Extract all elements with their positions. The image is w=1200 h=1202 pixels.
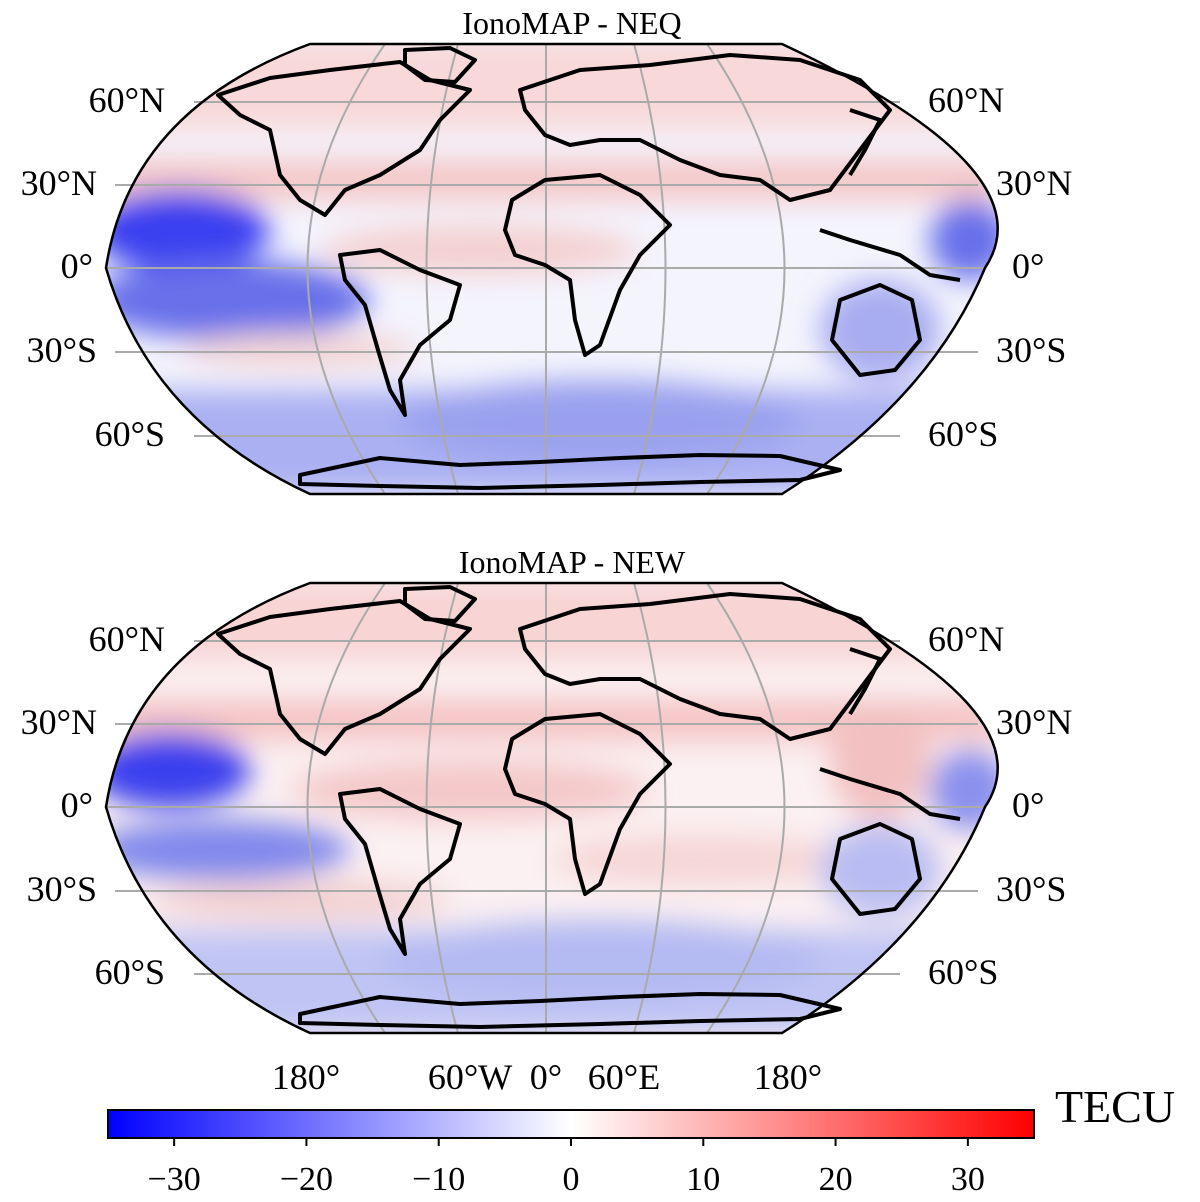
colorbar-tick-label: 20 xyxy=(819,1161,853,1198)
colorbar-unit: TECU xyxy=(1055,1081,1175,1132)
colorbar-tick-label: 10 xyxy=(686,1161,720,1198)
lat-labels-right-neq: 60°N 30°N 0° 30°S 60°S xyxy=(928,80,1072,454)
lat-label: 30°N xyxy=(21,702,97,742)
colorbar: TECU −30 −20 −10 0 10 20 30 xyxy=(107,1081,1175,1198)
lat-labels-left-neq: 60°N 30°N 0° 30°S 60°S xyxy=(21,80,165,454)
colorbar-tick-label: 0 xyxy=(563,1161,580,1198)
colorbar-tick-label: 30 xyxy=(951,1161,985,1198)
lat-label: 60°S xyxy=(95,414,165,454)
lat-label: 60°N xyxy=(928,80,1004,120)
lat-label: 30°N xyxy=(996,163,1072,203)
lat-labels-right-new: 60°N 30°N 0° 30°S 60°S xyxy=(928,619,1072,992)
lat-label: 60°S xyxy=(928,414,998,454)
lat-label: 0° xyxy=(61,246,93,286)
colorbar-gradient xyxy=(107,1109,1035,1139)
lon-labels: 180° 60°W 0° 60°E 180° xyxy=(272,1057,822,1097)
map-title-new: IonoMAP - NEW xyxy=(459,544,686,580)
colorbar-tick-label: −20 xyxy=(280,1161,333,1198)
lat-label: 60°N xyxy=(928,619,1004,659)
lat-label: 30°S xyxy=(27,330,97,370)
lat-label: 30°N xyxy=(21,163,97,203)
lat-label: 60°S xyxy=(95,952,165,992)
lat-label: 60°N xyxy=(89,80,165,120)
coastlines-new xyxy=(216,585,961,1029)
colorbar-ticks: −30 −20 −10 0 10 20 30 xyxy=(148,1138,985,1198)
lat-label: 0° xyxy=(1012,246,1044,286)
lat-label: 60°N xyxy=(89,619,165,659)
lat-label: 30°S xyxy=(27,869,97,909)
lat-label: 0° xyxy=(61,785,93,825)
lat-label: 30°S xyxy=(996,330,1066,370)
lon-label: 180° xyxy=(272,1057,340,1097)
colorbar-tick-label: −30 xyxy=(148,1161,201,1198)
lon-label: 60°W xyxy=(428,1057,512,1097)
lon-label: 60°E xyxy=(588,1057,660,1097)
map-neq xyxy=(104,42,999,496)
map-title-neq: IonoMAP - NEQ xyxy=(462,5,681,41)
lat-label: 60°S xyxy=(928,952,998,992)
coastlines-neq xyxy=(216,46,961,490)
lat-labels-left-new: 60°N 30°N 0° 30°S 60°S xyxy=(21,619,165,992)
lat-label: 30°S xyxy=(996,869,1066,909)
map-frame-new xyxy=(104,581,999,1035)
lon-label: 0° xyxy=(530,1057,562,1097)
lon-label: 180° xyxy=(754,1057,822,1097)
colorbar-tick-label: −10 xyxy=(412,1161,465,1198)
graticule-neq xyxy=(106,43,985,495)
map-new xyxy=(104,581,999,1035)
lat-label: 30°N xyxy=(996,702,1072,742)
lat-label: 0° xyxy=(1012,785,1044,825)
map-frame-neq xyxy=(104,42,999,496)
